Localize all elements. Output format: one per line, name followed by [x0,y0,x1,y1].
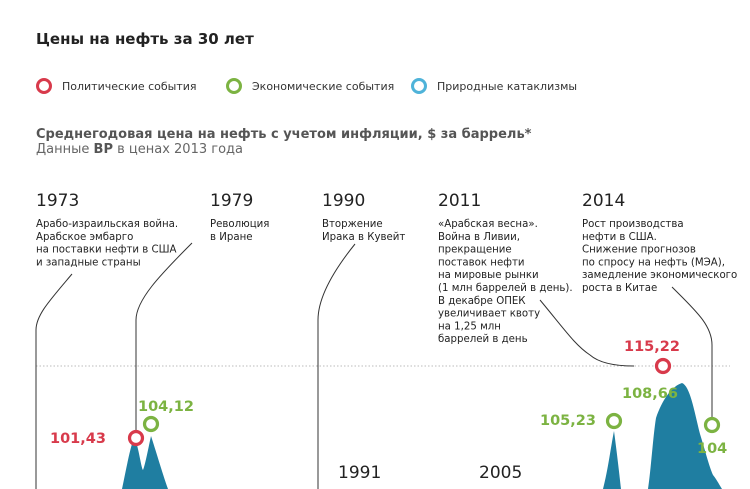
legend-label-natural: Природные катаклизмы [437,79,578,93]
legend-label-political: Политические события [62,79,197,93]
legend-item-natural: Природные катаклизмы [411,78,577,94]
event-note-2014-line-5: роста в Китае [582,283,657,294]
leader-line-4 [671,286,713,417]
event-note-1973-line-1: Арабское эмбарго [36,232,133,243]
leader-line-0 [35,273,73,489]
event-note-1979-line-1: в Иране [210,232,253,243]
point-label-0: 101,43 [50,431,106,447]
leader-line-1 [135,242,193,438]
event-note-2014-line-2: Снижение прогнозов [582,245,696,256]
event-note-2011-line-0: «Арабская весна». [438,219,538,230]
event-year-1990: 1990 [322,191,365,211]
source-brand: BP [93,142,113,157]
point-marker-3 [654,357,672,375]
event-note-2014-line-0: Рост производства [582,219,684,230]
price-area-0 [122,436,168,489]
event-note-2011-line-1: Война в Ливии, [438,232,520,243]
event-note-1973-line-0: Арабо-израильская война. [36,219,178,230]
chart-subtitle: Среднегодовая цена на нефть с учетом инф… [36,127,532,142]
event-year-2011: 2011 [438,191,481,211]
point-marker-5 [703,416,721,434]
point-label-1: 104,12 [138,399,194,415]
event-note-2014-line-3: по спросу на нефть (МЭА), [582,257,725,268]
chart-title: Цены на нефть за 30 лет [36,30,254,48]
legend-label-economic: Экономические события [252,79,395,93]
event-year-1973: 1973 [36,191,79,211]
point-label-5: 104 [697,441,727,457]
point-label-2: 105,23 [540,413,596,429]
point-marker-2 [605,412,623,430]
event-note-2014-line-1: нефти в США. [582,232,657,243]
political-ring-icon [36,78,52,94]
source-prefix: Данные [36,142,94,157]
natural-ring-icon [411,78,427,94]
event-note-2011-line-2: прекращение [438,245,512,256]
point-marker-1 [142,415,160,433]
leader-line-2 [317,243,356,489]
bottom-year-1991: 1991 [338,463,381,483]
price-area-1 [603,431,621,489]
event-note-1973-line-3: и западные страны [36,257,141,268]
point-marker-0 [127,429,145,447]
event-note-2011-line-7: увеличивает квоту [438,309,540,320]
point-label-3: 115,22 [624,339,680,355]
leader-line-3 [539,299,635,367]
event-note-1979-line-0: Революция [210,219,269,230]
source-suffix: в ценах 2013 года [112,142,243,157]
event-year-1979: 1979 [210,191,253,211]
chart-source: Данные BP в ценах 2013 года [36,142,243,157]
price-area-2 [648,383,722,489]
event-note-2011-line-5: (1 млн баррелей в день). [438,283,573,294]
event-note-2011-line-4: на мировые рынки [438,270,539,281]
event-note-2011-line-3: поставок нефти [438,257,525,268]
event-note-1990-line-1: Ирака в Кувейт [322,232,405,243]
legend-item-political: Политические события [36,78,197,94]
legend-item-economic: Экономические события [226,78,394,94]
event-note-1990-line-0: Вторжение [322,219,383,230]
event-note-2011-line-8: на 1,25 млн [438,321,501,332]
event-note-2011-line-6: В декабре ОПЕК [438,296,526,307]
event-note-1973-line-2: на поставки нефти в США [36,245,177,256]
bottom-year-2005: 2005 [479,463,522,483]
economic-ring-icon [226,78,242,94]
event-note-2011-line-9: баррелей в день [438,334,528,345]
event-year-2014: 2014 [582,191,625,211]
event-note-2014-line-4: замедление экономического [582,270,737,281]
point-label-4: 108,66 [622,386,678,402]
